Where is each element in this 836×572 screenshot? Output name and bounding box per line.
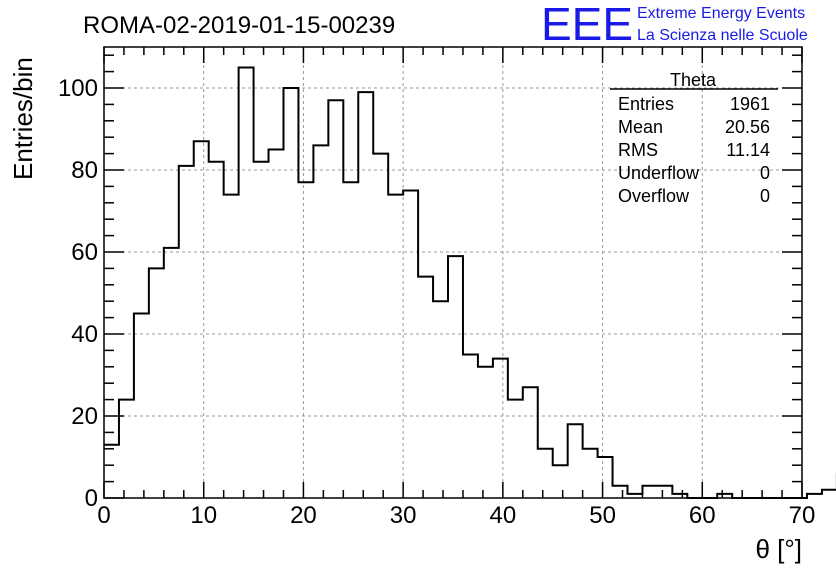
stats-label-mean: Mean	[618, 117, 663, 137]
y-tick-label: 0	[85, 485, 98, 512]
logo-line-2: La Scienza nelle Scuole	[637, 27, 808, 44]
x-tick-label: 40	[490, 502, 517, 529]
stats-value-entries: 1961	[730, 94, 770, 114]
eee-logo: EEE Extreme Energy Events La Scienza nel…	[541, 0, 808, 50]
logo-line-1: Extreme Energy Events	[637, 5, 805, 22]
axis-ticks	[103, 47, 803, 499]
x-tick-label: 50	[589, 502, 616, 529]
y-tick-label: 100	[58, 75, 98, 102]
x-tick-labels: 0 10 20 30 40 50 60 70	[97, 502, 815, 529]
stats-name: Theta	[670, 70, 717, 90]
y-tick-label: 40	[71, 321, 98, 348]
stats-label-underflow: Underflow	[618, 163, 700, 183]
stats-value-overflow: 0	[760, 186, 770, 206]
y-tick-label: 80	[71, 157, 98, 184]
x-tick-label: 20	[290, 502, 317, 529]
y-tick-labels: 0 20 40 60 80 100	[58, 75, 98, 512]
y-axis-title: Entries/bin	[8, 57, 38, 180]
plot-title: ROMA-02-2019-01-15-00239	[83, 12, 395, 39]
y-tick-label: 20	[71, 403, 98, 430]
logo-letters: EEE	[541, 0, 633, 50]
stats-value-rms: 11.14	[726, 140, 770, 160]
x-tick-label: 10	[190, 502, 217, 529]
stats-box: Theta Entries 1961 Mean 20.56 RMS 11.14 …	[610, 70, 778, 206]
stats-label-overflow: Overflow	[618, 186, 690, 206]
grid-lines	[104, 47, 802, 498]
plot-frame	[103, 46, 803, 499]
stats-label-entries: Entries	[618, 94, 674, 114]
x-tick-label: 0	[97, 502, 110, 529]
x-tick-label: 70	[789, 502, 816, 529]
y-tick-label: 60	[71, 239, 98, 266]
stats-value-mean: 20.56	[725, 117, 770, 137]
x-axis-title: θ [°]	[755, 534, 802, 564]
x-tick-label: 30	[390, 502, 417, 529]
stats-label-rms: RMS	[618, 140, 658, 160]
x-tick-label: 60	[689, 502, 716, 529]
stats-value-underflow: 0	[760, 163, 770, 183]
